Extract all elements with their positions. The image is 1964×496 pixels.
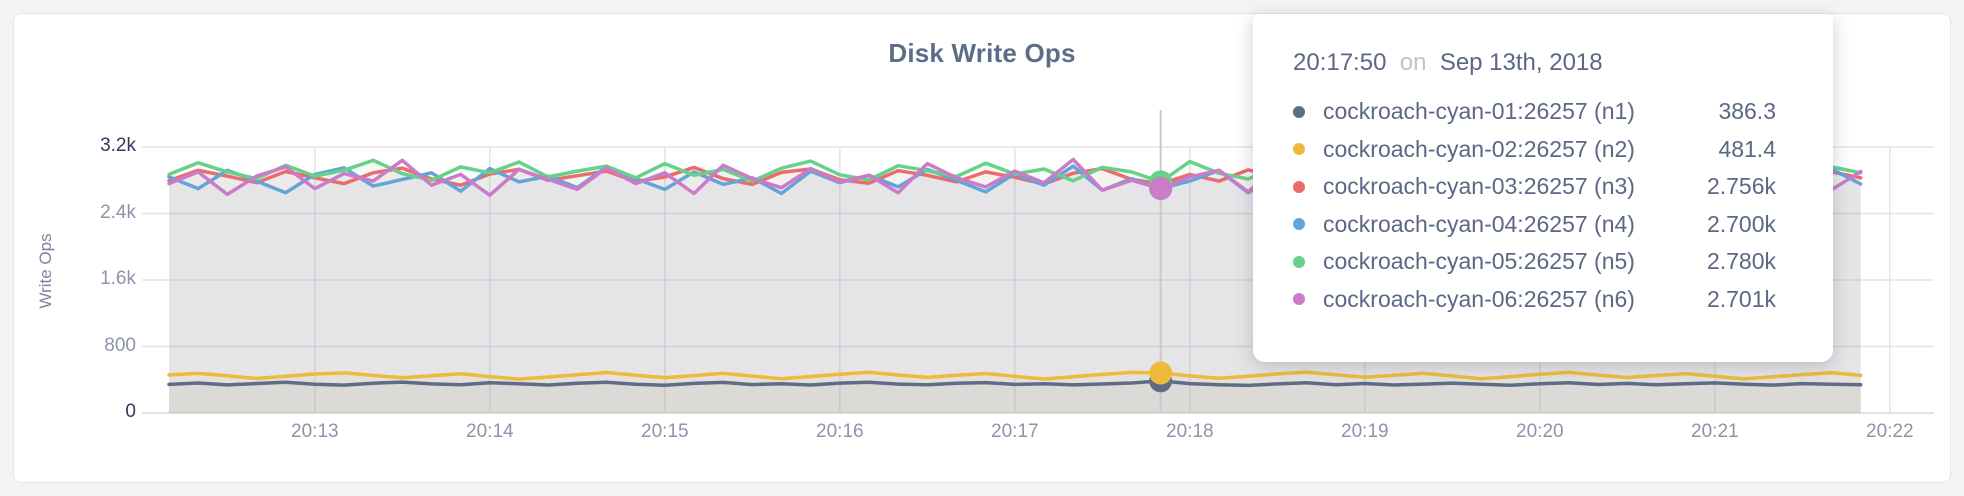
- tooltip-series-row: cockroach-cyan-06:26257 (n6) 2.701k: [1293, 281, 1776, 319]
- chart-panel: Disk Write Ops Write Ops 0 800 1.6k 2.4k 3.2…: [13, 13, 1951, 483]
- series-dot-icon: [1293, 180, 1305, 193]
- y-tick-label: 0: [125, 401, 136, 422]
- x-tick-label: 20:15: [641, 421, 689, 442]
- tooltip-series-row: cockroach-cyan-05:26257 (n5) 2.780k: [1293, 243, 1776, 281]
- hover-point-dot: [1149, 361, 1173, 385]
- series-dot-icon: [1293, 218, 1305, 231]
- series-value: 2.756k: [1706, 173, 1776, 200]
- series-dot-icon: [1293, 293, 1305, 306]
- tooltip-time: 20:17:50: [1293, 49, 1387, 76]
- series-value: 386.3: [1718, 98, 1776, 125]
- x-tick-label: 20:20: [1516, 421, 1564, 442]
- x-tick-label: 20:16: [816, 421, 864, 442]
- series-dot-icon: [1293, 105, 1305, 118]
- x-tick-label: 20:17: [991, 421, 1039, 442]
- x-tick-label: 20:21: [1691, 421, 1739, 442]
- series-label: cockroach-cyan-03:26257 (n3): [1323, 173, 1635, 200]
- tooltip-series-row: cockroach-cyan-02:26257 (n2) 481.4: [1293, 131, 1776, 169]
- tooltip-series-list: cockroach-cyan-01:26257 (n1) 386.3 cockr…: [1293, 93, 1776, 318]
- series-line: [167, 379, 1863, 388]
- x-tick-label: 20:13: [291, 421, 339, 442]
- series-line: [167, 370, 1863, 381]
- tooltip-series-row: cockroach-cyan-01:26257 (n1) 386.3: [1293, 93, 1776, 131]
- tooltip-conjunction: [1393, 49, 1400, 76]
- x-tick-label: 20:14: [466, 421, 514, 442]
- series-dot-icon: [1293, 255, 1305, 268]
- series-label: cockroach-cyan-06:26257 (n6): [1323, 285, 1635, 312]
- hover-tooltip: 20:17:50 on Sep 13th, 2018 cockroach-cya…: [1253, 14, 1833, 362]
- tooltip-series-row: cockroach-cyan-03:26257 (n3) 2.756k: [1293, 168, 1776, 206]
- series-value: 2.700k: [1706, 210, 1776, 237]
- y-tick-label: 800: [104, 334, 136, 356]
- series-area: [169, 380, 1861, 413]
- series-label: cockroach-cyan-01:26257 (n1): [1323, 98, 1635, 125]
- tooltip-header: 20:17:50 on Sep 13th, 2018: [1293, 48, 1776, 78]
- y-tick-label: 1.6k: [100, 268, 136, 289]
- series-value: 2.701k: [1706, 285, 1776, 312]
- series-value: 481.4: [1718, 135, 1776, 162]
- series-label: cockroach-cyan-04:26257 (n4): [1323, 210, 1635, 237]
- tooltip-series-row: cockroach-cyan-04:26257 (n4) 2.700k: [1293, 206, 1776, 244]
- tooltip-conjunction-word: on: [1399, 49, 1427, 76]
- chart-title: Disk Write Ops: [888, 38, 1076, 68]
- tooltip-conjunction-space: [1426, 49, 1433, 76]
- x-tick-label: 20:18: [1166, 421, 1214, 442]
- series-label: cockroach-cyan-02:26257 (n2): [1323, 135, 1635, 162]
- series-value: 2.780k: [1706, 248, 1776, 275]
- x-tick-label: 20:19: [1341, 421, 1389, 442]
- tooltip-date: Sep 13th, 2018: [1439, 49, 1603, 76]
- hover-point-dot: [1149, 176, 1173, 200]
- y-tick-label: 2.4k: [100, 201, 136, 223]
- x-tick-label: 20:22: [1866, 421, 1914, 442]
- series-dot-icon: [1293, 143, 1305, 156]
- series-label: cockroach-cyan-05:26257 (n5): [1323, 248, 1635, 275]
- y-tick-label: 3.2k: [100, 135, 136, 156]
